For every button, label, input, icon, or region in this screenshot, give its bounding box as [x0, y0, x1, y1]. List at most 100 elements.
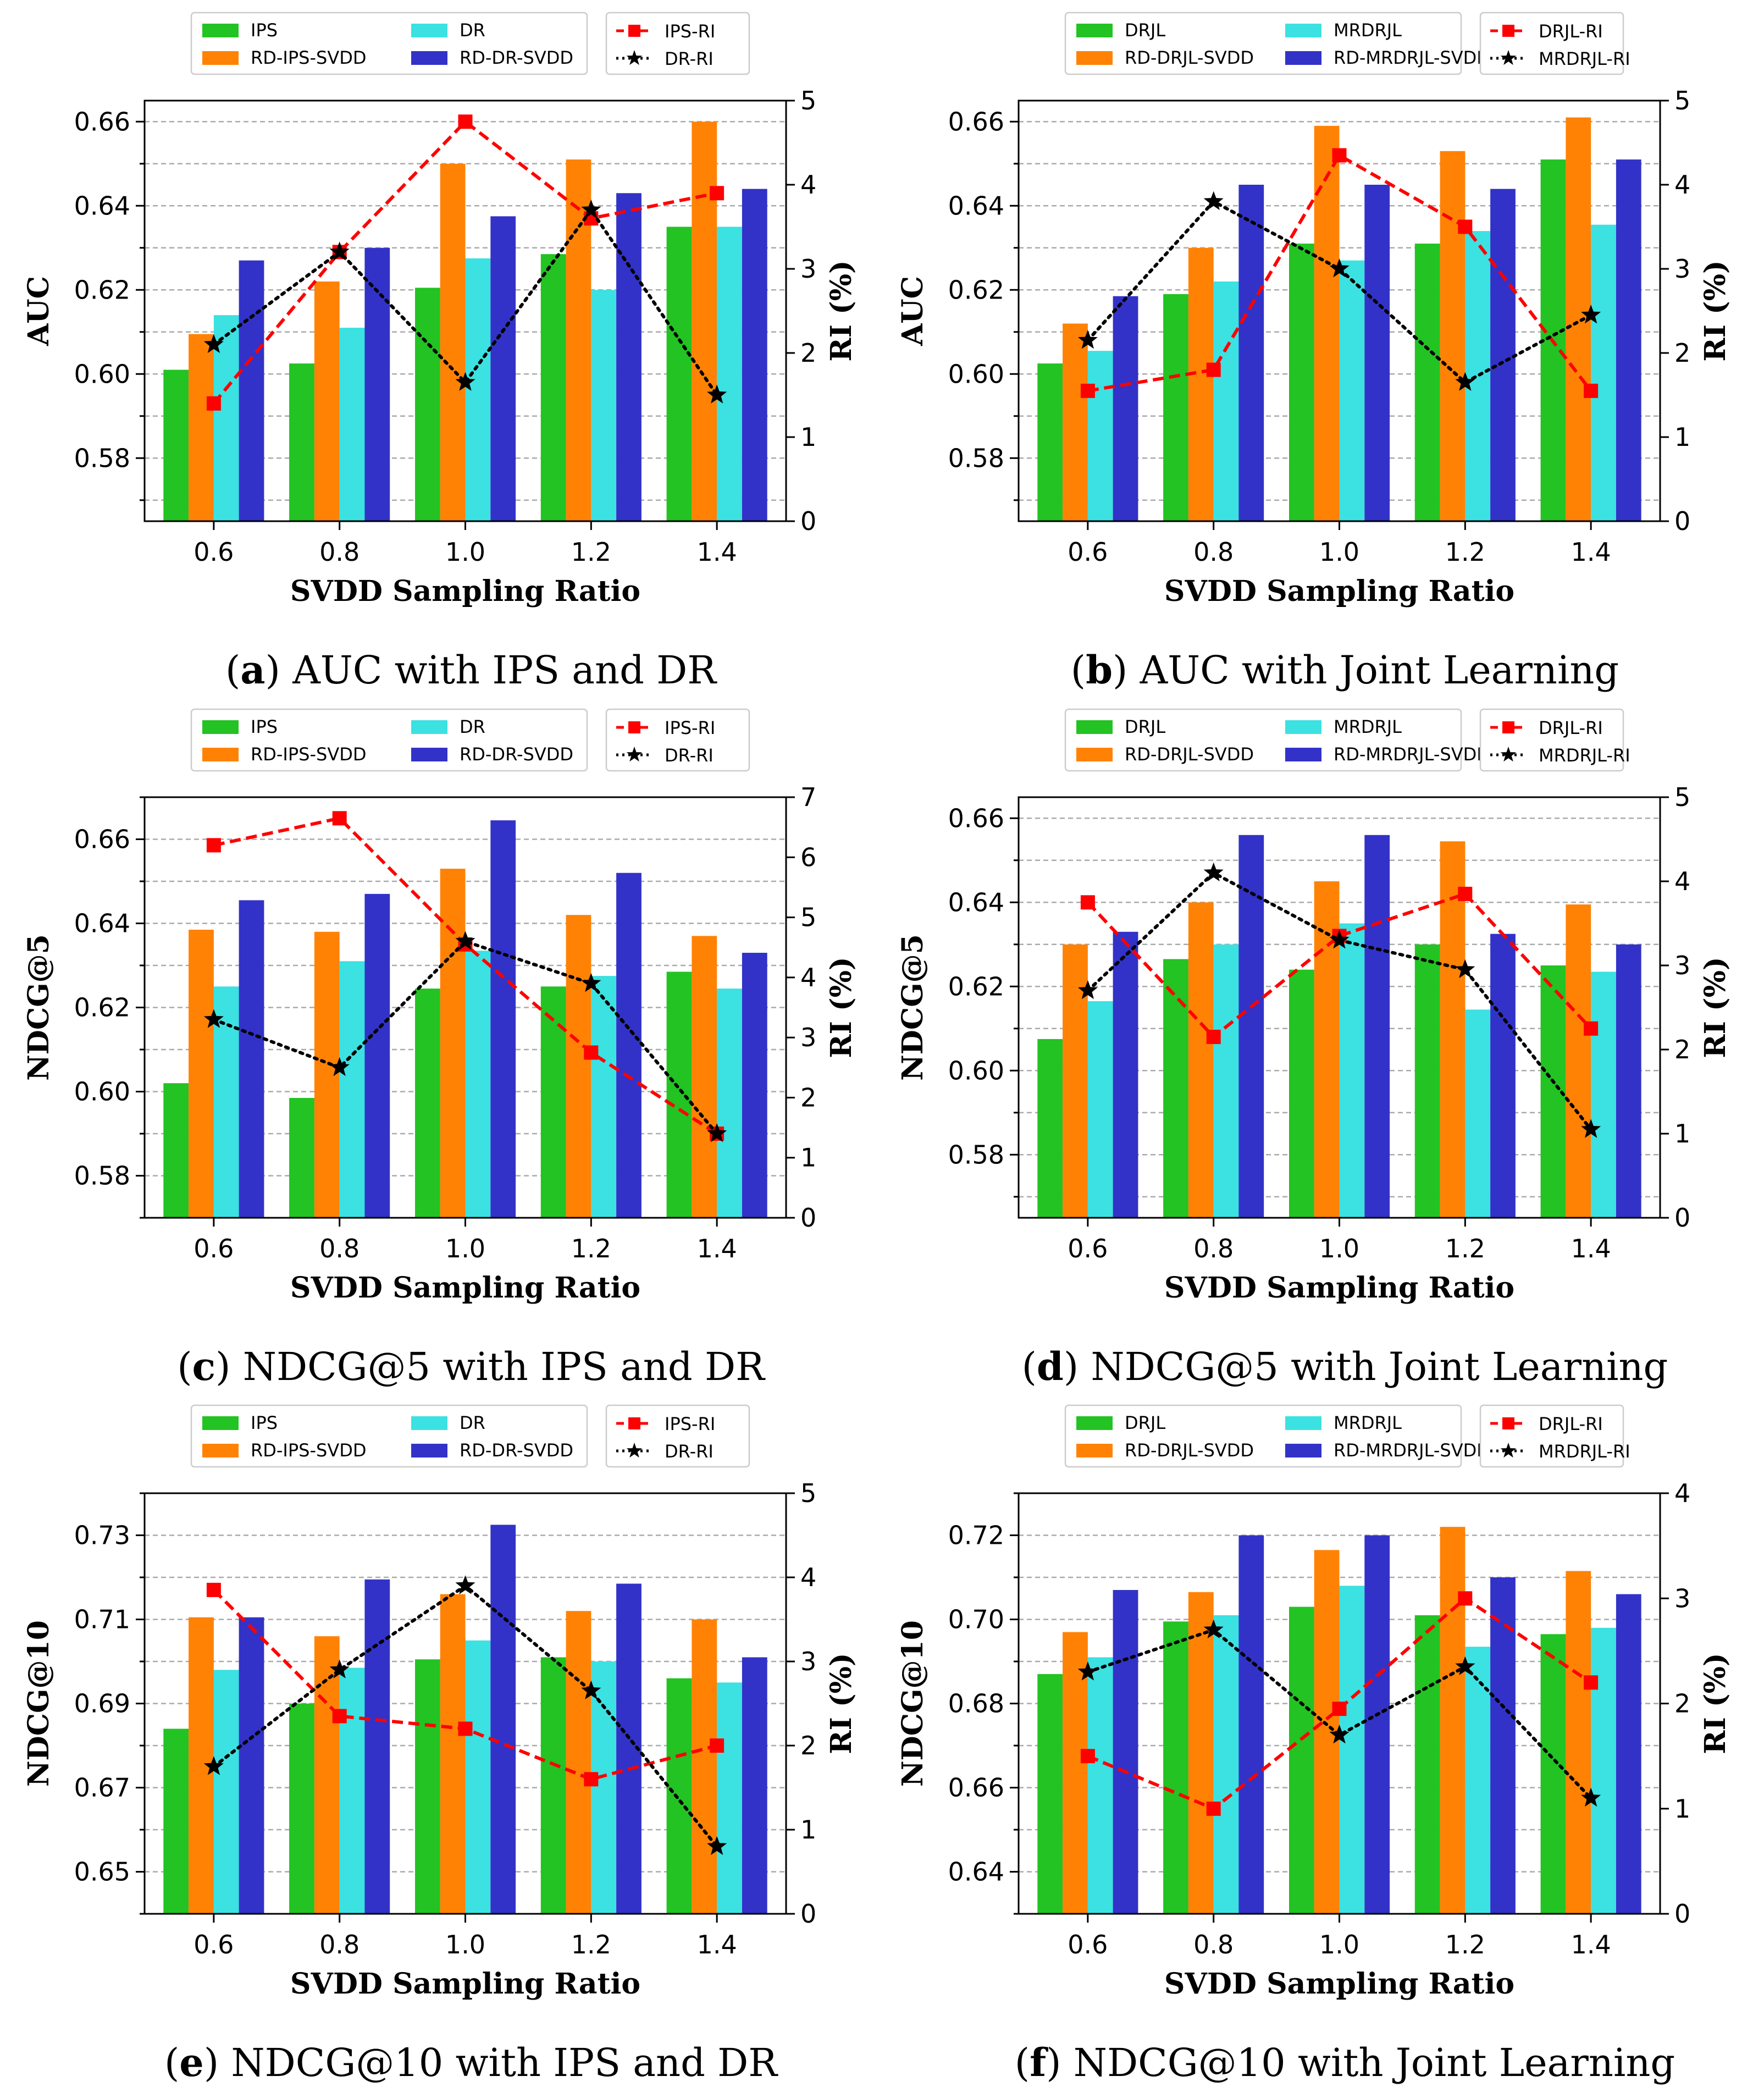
line-DRJL-RI — [1087, 153, 1592, 393]
marker-DRJL-RI — [1080, 383, 1095, 398]
bar-MRDRJL — [1465, 231, 1491, 521]
y2-tick-label: 4 — [1674, 1478, 1690, 1508]
legend: DRJL RD-DRJL-SVDD MRDRJL RD-MRDRJL-SVDD DRJL… — [1064, 12, 1630, 75]
marker-IPS-RI — [710, 186, 725, 201]
y-axis-label: NDCG@10 — [22, 1620, 56, 1787]
y-tick-label: 0.58 — [74, 1161, 130, 1191]
marker-MRDRJL-RI — [1455, 959, 1475, 978]
caption-label: c — [192, 1344, 216, 1389]
bar-RD-MRDRJL-SVDD — [1364, 185, 1390, 521]
marker-MRDRJL-RI — [1455, 372, 1475, 391]
y2-tick-label: 2 — [800, 1731, 816, 1760]
bar-DR — [591, 976, 617, 1218]
legend-swatch-RD-DR-SVDD — [411, 748, 447, 761]
marker-DRJL-RI — [1206, 1030, 1221, 1044]
chart-panel-d: 0.58 0.60 0.62 0.64 0.66 0 1 2 3 4 5 0.6 0.8 1.0 1.2 1.… — [896, 708, 1732, 1389]
bar-RD-DR-SVDD — [239, 260, 264, 521]
legend: IPS RD-IPS-SVDD DR RD-DR-SVDD IPS-RI DR-RI — [190, 708, 750, 772]
legend-swatch-RD-DR-SVDD — [411, 51, 447, 65]
marker-DR-RI — [329, 241, 350, 261]
bar-DR — [339, 961, 365, 1218]
legend-swatch-RD-IPS-SVDD — [202, 748, 239, 761]
bar-MRDRJL — [1213, 1615, 1239, 1914]
y2-axis-label: RI (%) — [825, 1653, 858, 1754]
x-tick-label: 1.0 — [1319, 1234, 1359, 1263]
legend-marker-MRDRJL-RI — [1500, 1443, 1517, 1458]
legend-marker-DRJL-RI — [1502, 721, 1514, 733]
x-tick-label: 1.0 — [1319, 1930, 1359, 1959]
marker-DR-RI — [329, 1659, 350, 1679]
bar-RD-DRJL-SVDD — [1440, 841, 1466, 1218]
y2-tick-label: 1 — [1674, 1119, 1690, 1149]
bar-MRDRJL — [1465, 1009, 1491, 1218]
marker-DR-RI — [329, 1057, 350, 1076]
bar-RD-IPS-SVDD — [189, 930, 214, 1218]
bar-RD-DRJL-SVDD — [1440, 151, 1466, 521]
y-tick-label: 0.60 — [74, 359, 130, 389]
legend-swatch-RD-DRJL-SVDD — [1076, 748, 1113, 761]
marker-MRDRJL-RI — [1329, 1724, 1350, 1744]
line-IPS-RI — [212, 119, 717, 405]
marker-IPS-RI — [332, 811, 347, 826]
bar-RD-DRJL-SVDD — [1063, 944, 1088, 1218]
x-tick-label: 1.4 — [1571, 1234, 1611, 1263]
y-tick-label: 0.58 — [948, 1140, 1004, 1169]
bar-RD-DR-SVDD — [364, 893, 390, 1218]
marker-DR-RI — [455, 931, 475, 950]
marker-IPS-RI — [458, 1721, 473, 1736]
x-axis-label: SVDD Sampling Ratio — [1164, 1271, 1514, 1305]
bar-DRJL — [1414, 1615, 1440, 1914]
y-axis-label: NDCG@5 — [22, 934, 56, 1081]
legend-label-IPS-RI: IPS-RI — [665, 717, 715, 738]
caption-text: ) NDCG@5 with Joint Learning — [1064, 1344, 1668, 1389]
marker-DR-RI — [455, 1575, 475, 1594]
y-tick-label: 0.69 — [74, 1689, 130, 1719]
caption-text: ) NDCG@5 with IPS and DR — [215, 1344, 766, 1389]
y2-tick-label: 4 — [800, 170, 816, 200]
bar-RD-MRDRJL-SVDD — [1238, 185, 1264, 521]
marker-DR-RI — [455, 372, 475, 391]
bar-DR — [717, 1682, 742, 1914]
y2-tick-label: 5 — [800, 1478, 816, 1508]
y2-tick-label: 1 — [800, 422, 816, 452]
marker-MRDRJL-RI — [1077, 330, 1098, 349]
legend: DRJL RD-DRJL-SVDD MRDRJL RD-MRDRJL-SVDD DRJL… — [1064, 708, 1630, 772]
legend-swatch-DR — [411, 24, 447, 37]
legend-frame — [190, 12, 588, 75]
bar-DR — [591, 1661, 617, 1914]
bar-RD-IPS-SVDD — [440, 163, 466, 522]
y2-axis-label: RI (%) — [825, 957, 858, 1058]
bar-RD-DR-SVDD — [239, 900, 264, 1218]
x-tick-label: 0.6 — [193, 1234, 234, 1263]
bar-RD-DRJL-SVDD — [1188, 902, 1214, 1218]
line-DR-RI — [212, 939, 719, 1135]
y-tick-label: 0.62 — [74, 993, 130, 1023]
legend-label-RD-MRDRJL-SVDD: RD-MRDRJL-SVDD — [1334, 744, 1490, 765]
caption-label: b — [1086, 647, 1113, 693]
x-tick-label: 0.8 — [319, 537, 360, 567]
marker-IPS-RI — [710, 1738, 725, 1753]
legend-marker-DR-RI — [626, 1443, 643, 1458]
bar-DR — [213, 1670, 239, 1914]
bar-MRDRJL — [1213, 944, 1239, 1218]
x-axis-label: SVDD Sampling Ratio — [1164, 575, 1514, 608]
x-tick-label: 1.4 — [697, 537, 737, 567]
legend-label-MRDRJL-RI: MRDRJL-RI — [1539, 48, 1630, 69]
bar-RD-MRDRJL-SVDD — [1238, 1535, 1264, 1914]
x-tick-label: 0.6 — [1068, 537, 1108, 567]
y2-tick-label: 0 — [800, 1899, 816, 1929]
bar-MRDRJL — [1591, 971, 1616, 1218]
y2-axis-label: RI (%) — [1699, 260, 1732, 361]
caption-paren: ( — [1015, 2040, 1030, 2085]
legend-label-IPS: IPS — [251, 716, 278, 737]
y2-tick-label: 1 — [800, 1143, 816, 1173]
bar-RD-DRJL-SVDD — [1566, 904, 1591, 1218]
y2-tick-label: 4 — [800, 1563, 816, 1592]
marker-IPS-RI — [206, 838, 221, 853]
y2-tick-label: 3 — [800, 1647, 816, 1676]
x-axis-label: SVDD Sampling Ratio — [290, 1271, 640, 1305]
bar-DR — [465, 1640, 491, 1914]
legend-swatch-RD-IPS-SVDD — [202, 1444, 239, 1457]
legend-label-RD-DR-SVDD: RD-DR-SVDD — [460, 47, 573, 68]
bar-RD-MRDRJL-SVDD — [1490, 189, 1516, 522]
